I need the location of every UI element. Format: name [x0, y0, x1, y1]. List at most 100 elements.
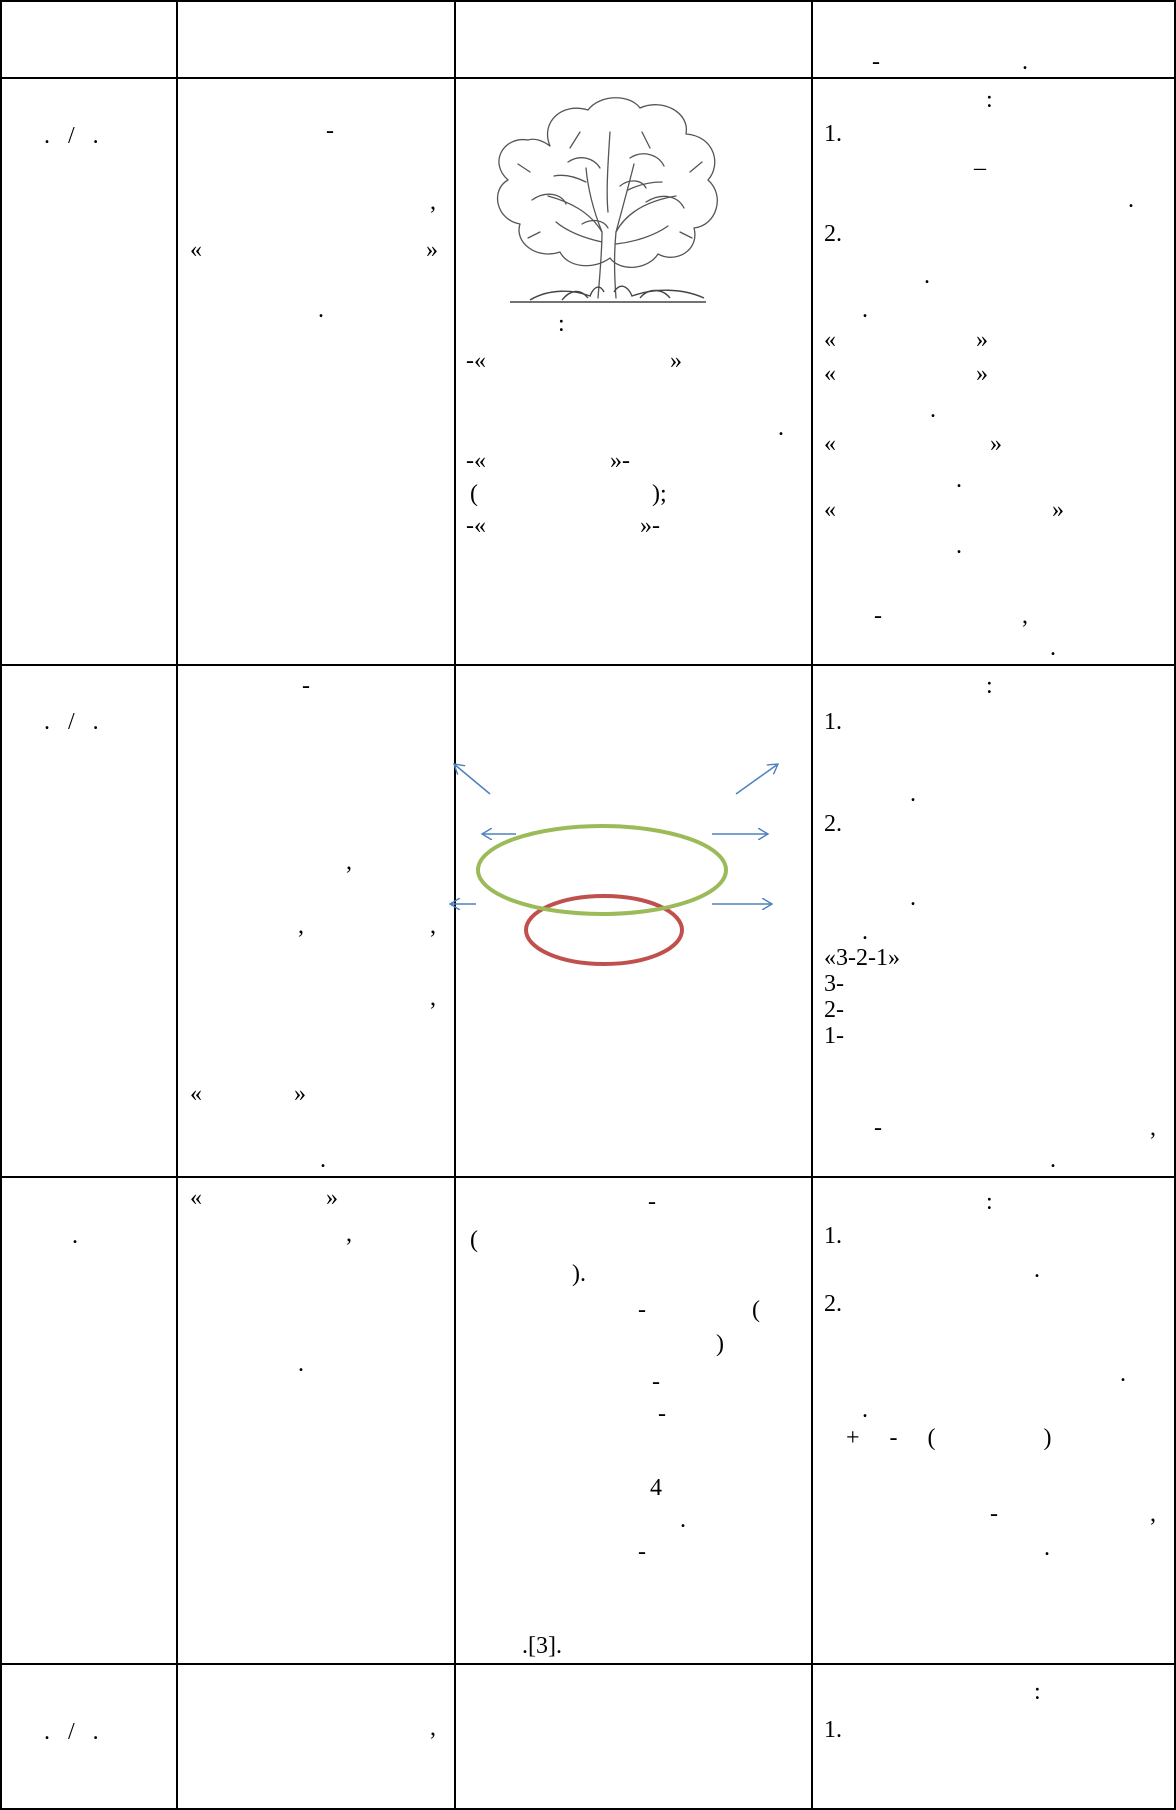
row4-col2-comma: ,	[430, 1715, 436, 1741]
row3-col2-comma: ,	[346, 1221, 352, 1247]
row-divider-2	[0, 664, 1176, 666]
row1-col4-q1-open: «	[824, 327, 836, 353]
row2-col4-l4: 1-	[824, 1023, 844, 1049]
row-divider-1	[0, 77, 1176, 79]
row3-col3-ref: .[3].	[522, 1633, 562, 1659]
row3-col3-dash1: -	[648, 1189, 656, 1215]
row3-col4-colon: :	[986, 1189, 993, 1215]
row2-col4-colon: :	[986, 673, 993, 699]
row3-col4-comma: ,	[1150, 1501, 1156, 1527]
row3-col3-paren2-close: )	[716, 1331, 724, 1357]
row1-col4-q3-open: «	[824, 431, 836, 457]
row2-number: . / .	[44, 709, 99, 735]
tree-illustration	[497, 97, 718, 303]
row3-col2-dot: .	[298, 1351, 304, 1377]
row1-col4-dot7: .	[1050, 635, 1056, 661]
direction-arrows	[450, 764, 778, 904]
row1-col3-line1-close: »	[670, 348, 682, 374]
row1-col3-line3-close: »-	[640, 513, 660, 539]
row1-col2-comma: ,	[430, 189, 436, 215]
row-divider-3	[0, 1176, 1176, 1178]
row1-col2-dash: -	[326, 118, 334, 144]
row1-col4-dot4: .	[930, 397, 936, 423]
row2-col4-comma: ,	[1150, 1115, 1156, 1141]
row2-col2-comma4: ,	[430, 985, 436, 1011]
row1-col3-line2-close: »-	[610, 448, 630, 474]
row3-col4-item2: 2.	[824, 1291, 842, 1317]
row3-col3-dash3: -	[652, 1369, 660, 1395]
row1-col3-paren-close: );	[652, 481, 667, 507]
row1-col4-dash: -	[874, 603, 882, 629]
row2-col4-dot4: .	[1050, 1147, 1056, 1173]
header-col4-dash: -	[872, 49, 880, 75]
row3-col2-quote-open: «	[190, 1185, 202, 1211]
row2-col2-comma2: ,	[298, 913, 304, 939]
row3-col3-dash2: -	[638, 1297, 646, 1323]
row2-col4-l3: 2-	[824, 997, 844, 1023]
row1-col4-q3-close: »	[990, 431, 1002, 457]
row1-col3-line2: -«	[466, 448, 486, 474]
row2-col4-dot2: .	[910, 885, 916, 911]
row3-col3-num: 4	[650, 1475, 662, 1501]
row1-col3-paren-open: (	[470, 481, 478, 507]
row1-col4-dot6: .	[956, 533, 962, 559]
row2-col4-item1: 1.	[824, 709, 842, 735]
row1-col3-colon: :	[558, 311, 565, 337]
row3-col3-paren-open: (	[470, 1227, 478, 1253]
header-col4-dot: .	[1022, 49, 1028, 75]
row1-col4-dot3: .	[862, 297, 868, 323]
row3-col3-paren-close: ).	[572, 1261, 586, 1287]
row2-col4-item2: 2.	[824, 811, 842, 837]
row2-col2-dot: .	[320, 1147, 326, 1173]
red-ellipse	[524, 894, 684, 966]
row2-col2-quote-close: »	[294, 1081, 306, 1107]
row2-col4-l1: «3-2-1»	[824, 945, 900, 971]
row3-col4-dot4: .	[1044, 1535, 1050, 1561]
row1-col3-line3: -«	[466, 513, 486, 539]
table-border-right	[1174, 0, 1176, 1810]
row3-number: .	[72, 1223, 78, 1249]
row2-col2-comma1: ,	[346, 849, 352, 875]
row3-col4-dash: -	[990, 1501, 998, 1527]
row3-col2-quote-close: »	[326, 1185, 338, 1211]
row1-col4-q4-close: »	[1052, 497, 1064, 523]
row3-col4-plusminus: + - ( )	[846, 1425, 1052, 1451]
row3-col3-dash4: -	[658, 1401, 666, 1427]
row2-col2-comma3: ,	[430, 913, 436, 939]
table-border-top	[0, 0, 1176, 2]
row4-col4-colon: :	[1034, 1679, 1041, 1705]
row1-col4-q2-close: »	[976, 361, 988, 387]
table-border-left	[0, 0, 2, 1810]
row1-col4-item1: 1.	[824, 121, 842, 147]
row1-col4-q4-open: «	[824, 497, 836, 523]
row1-col4-q2-open: «	[824, 361, 836, 387]
row1-number: . / .	[44, 123, 99, 149]
row2-col4-l2: 3-	[824, 971, 844, 997]
row3-col4-dot1: .	[1034, 1257, 1040, 1283]
row1-col4-dot1: .	[1128, 187, 1134, 213]
column-divider-3	[811, 0, 813, 1810]
row3-col3-paren2-open: (	[752, 1297, 760, 1323]
row1-col4-dot2: .	[924, 263, 930, 289]
row1-col4-comma: ,	[1022, 603, 1028, 629]
green-ellipse	[476, 824, 728, 916]
row2-col4-dash: -	[874, 1115, 882, 1141]
row3-col4-item1: 1.	[824, 1223, 842, 1249]
row4-number: . / .	[44, 1719, 99, 1745]
row1-col4-dot5: .	[956, 467, 962, 493]
row1-col2-quote-open: «	[190, 237, 202, 263]
row3-col3-dash5: -	[638, 1539, 646, 1565]
ellipse-arrows-diagram	[446, 758, 806, 966]
row2-col4-dot1: .	[910, 781, 916, 807]
row1-col4-q1-close: »	[976, 327, 988, 353]
row-divider-4	[0, 1663, 1176, 1665]
row1-col4-emdash: –	[974, 155, 986, 181]
table-border-bottom	[0, 1808, 1176, 1810]
row2-col2-quote-open: «	[190, 1081, 202, 1107]
row2-col2-dash: -	[302, 673, 310, 699]
row1-col2-quote-close: »	[426, 237, 438, 263]
row1-col3-dot: .	[778, 415, 784, 441]
row2-col4-dot3: .	[862, 919, 868, 945]
row1-col2-dot: .	[318, 297, 324, 323]
